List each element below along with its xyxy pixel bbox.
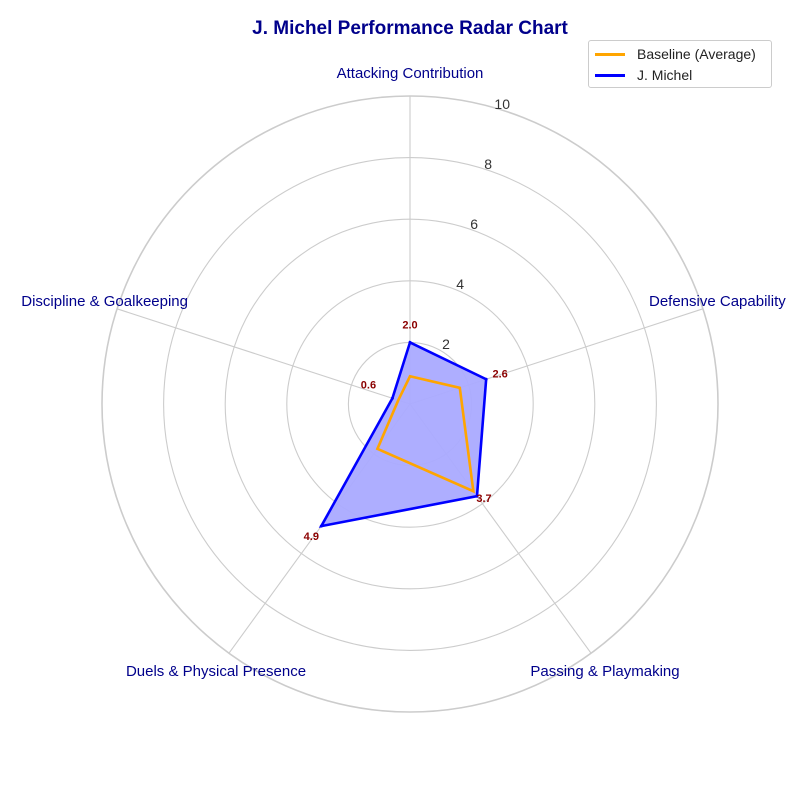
r-tick-label-4: 4 [456, 276, 464, 292]
data-label-3: 4.9 [304, 531, 319, 543]
data-label-2: 3.7 [476, 493, 491, 505]
series-line-baseline [375, 374, 475, 494]
axis-label-2: Passing & Playmaking [530, 663, 679, 680]
chart-title: J. Michel Performance Radar Chart [252, 18, 568, 39]
legend: Baseline (Average) J. Michel [588, 40, 772, 88]
data-point-0 [408, 340, 412, 344]
r-tick-label-10: 10 [494, 96, 510, 112]
legend-label-michel: J. Michel [637, 67, 693, 83]
legend-swatch-baseline [595, 52, 625, 56]
data-point-3 [319, 524, 323, 528]
data-label-0: 2.0 [402, 319, 417, 331]
legend-item-baseline: Baseline (Average) [595, 45, 756, 63]
axis-label-0: Attacking Contribution [337, 65, 484, 82]
data-label-4: 0.6 [361, 379, 376, 391]
spoke-4 [116, 308, 411, 405]
data-point-2 [475, 494, 479, 498]
data-point-4 [390, 396, 394, 400]
axis-label-4: Discipline & Goalkeeping [21, 293, 188, 310]
axis-label-1: Defensive Capability [649, 293, 786, 310]
series-polygon-1 [318, 340, 488, 528]
r-tick-label-8: 8 [484, 156, 492, 172]
legend-item-michel: J. Michel [595, 66, 692, 84]
legend-swatch-michel [595, 73, 625, 77]
axis-label-3: Duels & Physical Presence [126, 663, 306, 680]
r-tick-label-6: 6 [470, 216, 478, 232]
r-tick-label-2: 2 [442, 336, 450, 352]
data-point-1 [484, 377, 488, 381]
legend-label-baseline: Baseline (Average) [637, 46, 756, 62]
data-label-1: 2.6 [493, 368, 508, 380]
